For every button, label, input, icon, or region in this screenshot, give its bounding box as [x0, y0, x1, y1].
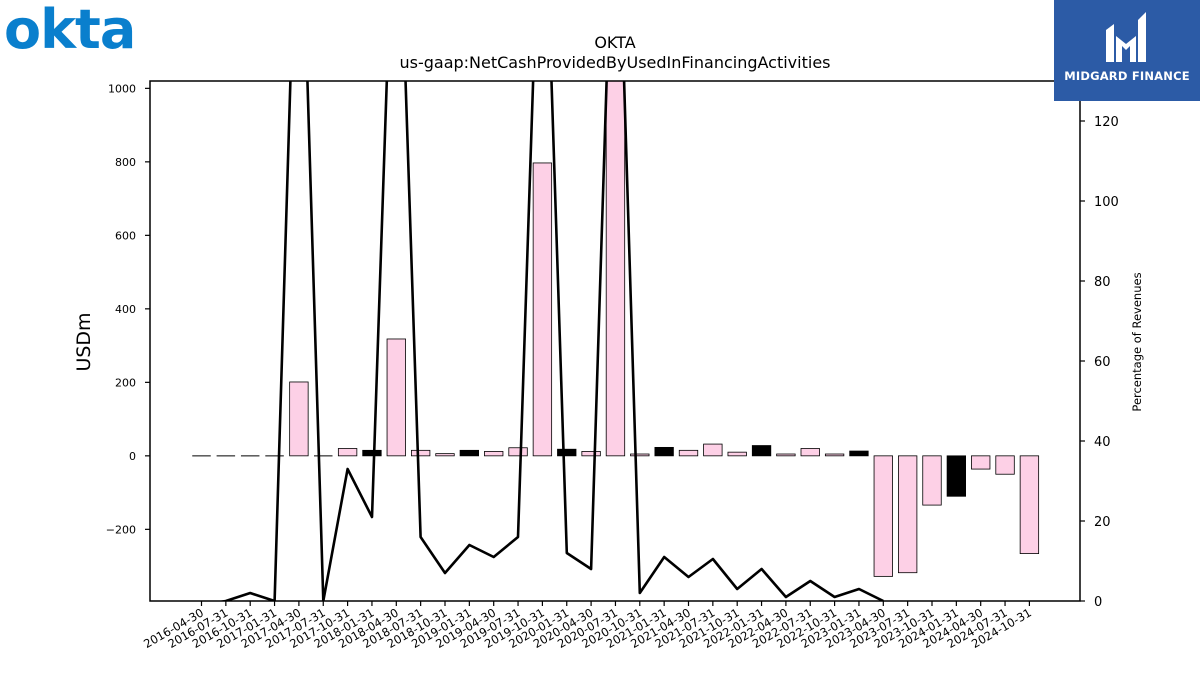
svg-text:okta: okta [4, 2, 135, 54]
right-axis: 0 20 40 60 80 100 120 [1080, 115, 1119, 610]
y-tick-label: 400 [115, 303, 136, 316]
bar-2019-01-31 [459, 449, 480, 457]
y2-tick-label: 0 [1094, 595, 1102, 610]
midgard-finance-wordmark: MIDGARD FINANCE [1064, 69, 1190, 83]
bar-2022-10-31 [824, 453, 845, 457]
bar-2018-07-31 [410, 449, 431, 457]
y2-tick-label: 80 [1094, 275, 1111, 290]
chart-title: OKTA [594, 33, 636, 52]
y-tick-label: 0 [129, 450, 136, 463]
bar-2020-07-31 [605, 81, 626, 457]
line-layer [217, 81, 884, 601]
bar-2023-04-30 [873, 455, 893, 577]
y2-axis-label: Percentage of Revenues [1130, 272, 1144, 412]
left-axis: −200 0 200 400 600 800 1000 [106, 82, 150, 536]
chart-subtitle: us-gaap:NetCashProvidedByUsedInFinancing… [399, 53, 831, 72]
bar-2018-04-30 [386, 338, 406, 457]
y2-tick-label: 40 [1094, 435, 1111, 450]
bar-2023-10-31 [922, 455, 942, 506]
bar-2021-10-31 [727, 451, 747, 457]
y-axis-label: USDm [73, 312, 95, 372]
bar-2020-04-30 [581, 451, 601, 457]
bar-2024-10-31 [1019, 455, 1040, 554]
y-tick-label: 600 [115, 229, 136, 242]
y2-tick-label: 20 [1094, 515, 1111, 530]
bar-2021-07-31 [703, 443, 723, 457]
bar-2024-01-31 [946, 455, 966, 497]
bar-2023-01-31 [849, 450, 869, 457]
bar-2022-07-31 [800, 448, 820, 457]
bar-2023-07-31 [898, 455, 918, 574]
bar-2019-10-31 [532, 162, 553, 457]
bar-2020-10-31 [630, 453, 650, 457]
y2-tick-label: 100 [1094, 195, 1119, 210]
y-tick-label: −200 [106, 523, 136, 536]
bar-2022-04-30 [776, 453, 796, 457]
bar-2017-10-31 [337, 448, 358, 457]
bar-2020-01-31 [557, 448, 577, 457]
bar-2021-01-31 [654, 446, 674, 457]
bar-2024-04-30 [971, 455, 991, 470]
x-axis: 2016-04-302016-07-312016-10-312017-01-31… [141, 601, 1034, 651]
okta-logo: okta [4, 2, 136, 54]
bar-2021-04-30 [678, 449, 699, 457]
bars-layer [192, 81, 1040, 577]
bar-2017-04-30 [289, 381, 309, 457]
y-tick-label: 200 [115, 376, 136, 389]
y2-tick-label: 60 [1094, 355, 1111, 370]
midgard-finance-logo: MIDGARD FINANCE [1054, 0, 1200, 101]
bar-2019-07-31 [508, 447, 528, 457]
bar-2018-01-31 [362, 449, 382, 457]
y2-tick-label: 120 [1094, 115, 1119, 130]
bar-2018-10-31 [435, 453, 455, 457]
bar-2024-07-31 [995, 455, 1015, 475]
bar-2022-01-31 [751, 445, 772, 457]
y-tick-label: 1000 [108, 82, 136, 95]
bar-2019-04-30 [484, 451, 504, 457]
midgard-emblem-icon [1106, 12, 1146, 62]
percent-of-revenue-line [217, 81, 884, 601]
y-tick-label: 800 [115, 156, 136, 169]
